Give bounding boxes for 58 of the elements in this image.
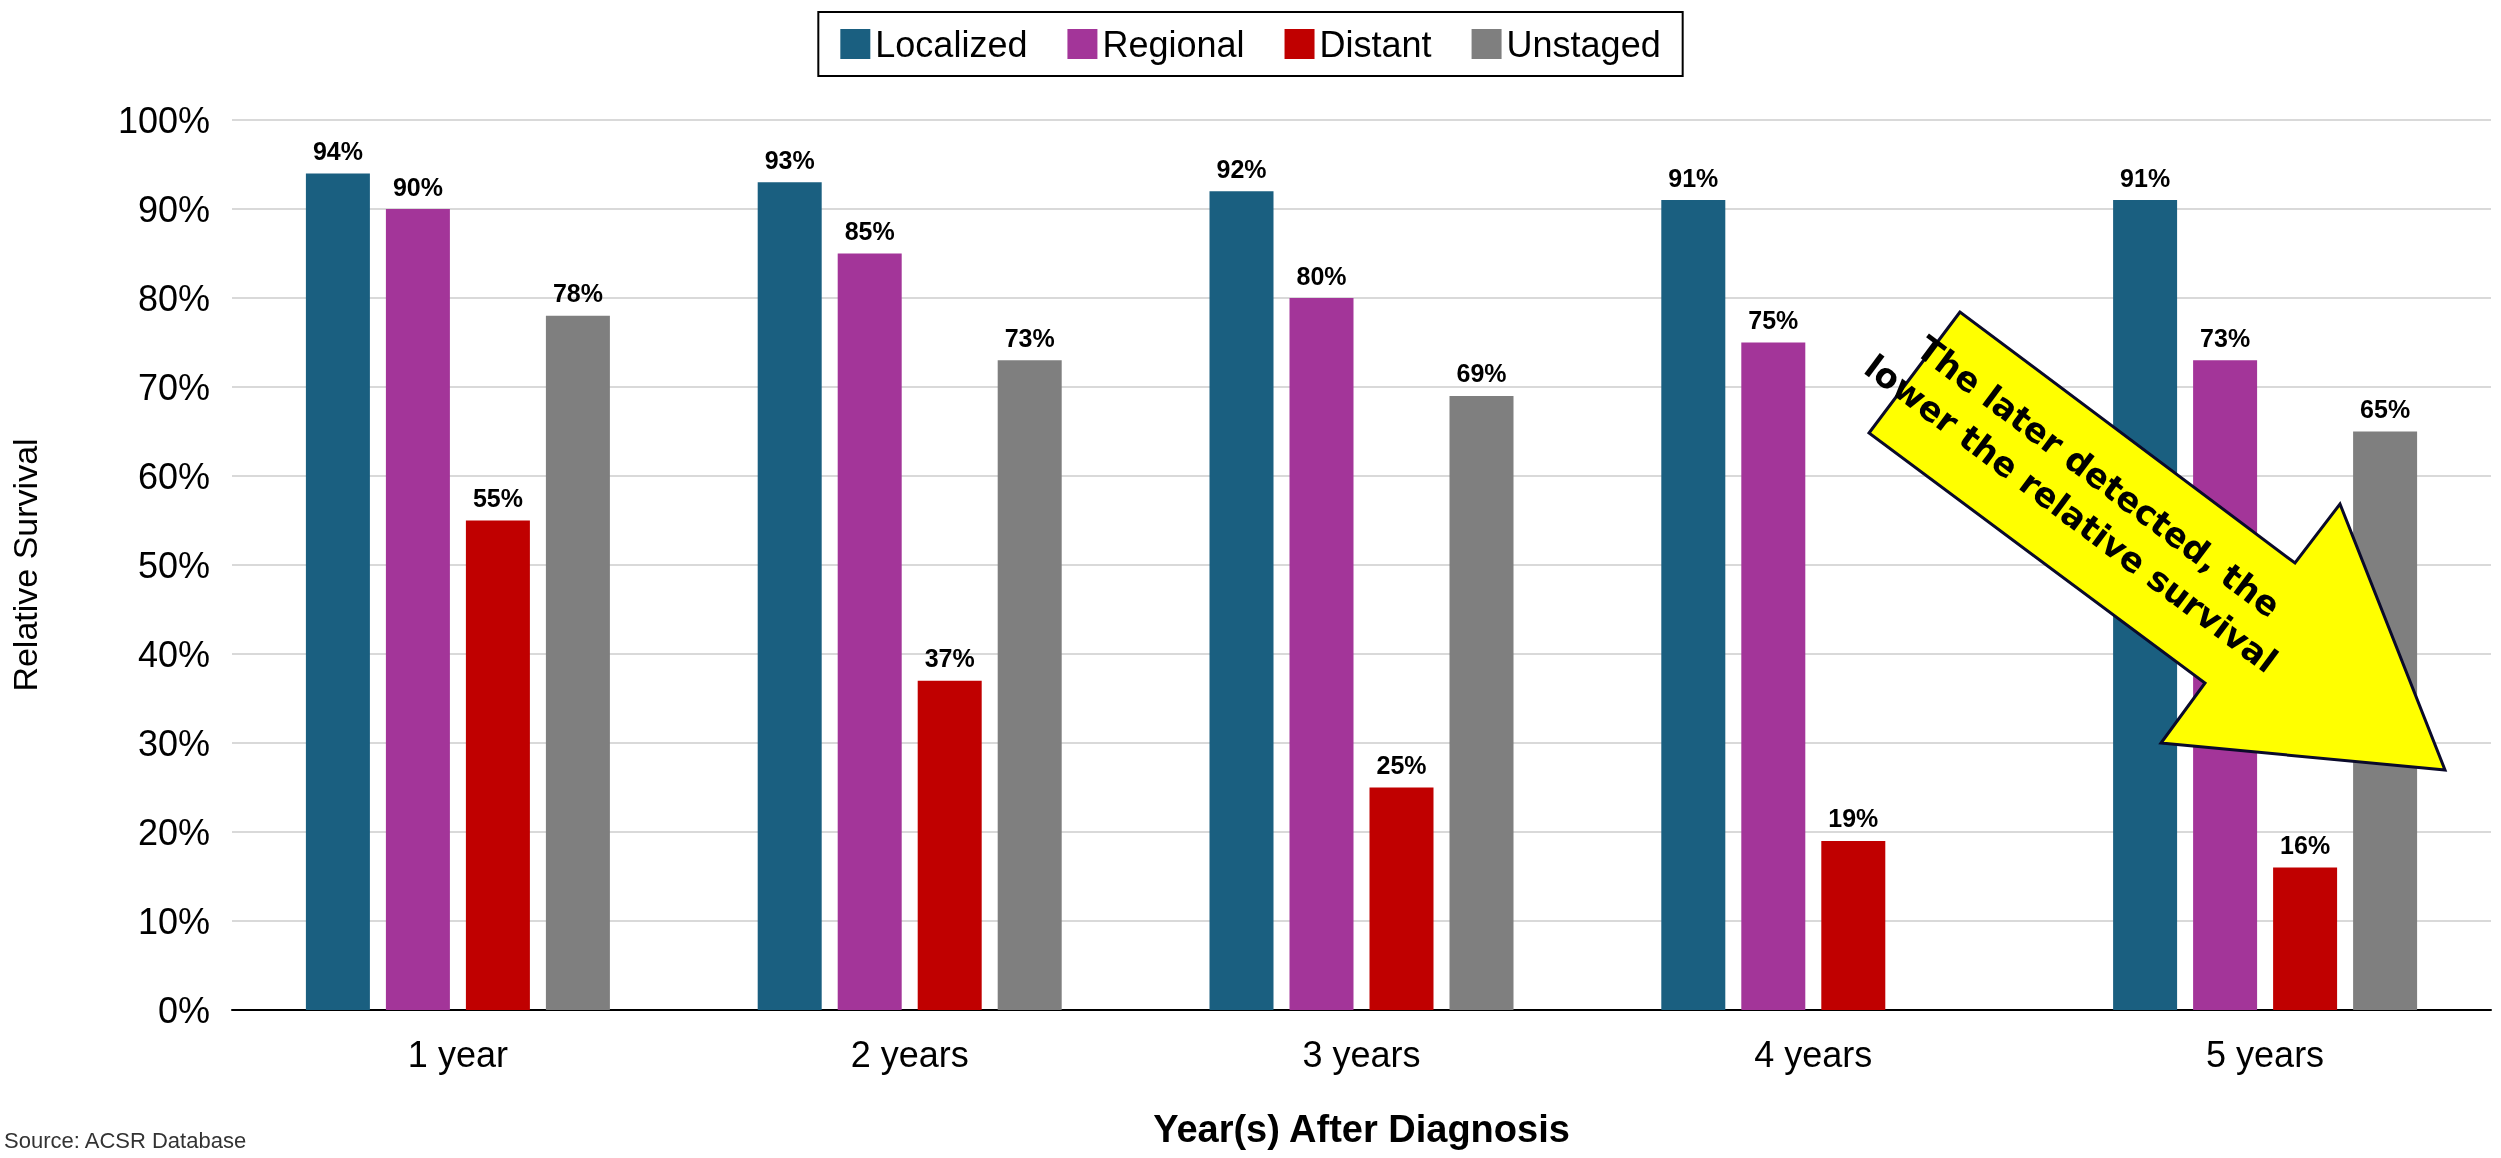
bar xyxy=(1369,787,1434,1010)
data-label: 75% xyxy=(1748,306,1799,334)
data-label: 19% xyxy=(1828,804,1879,833)
legend-label: Regional xyxy=(1102,23,1245,65)
y-tick-label: 40% xyxy=(137,633,210,675)
y-tick-label: 80% xyxy=(137,277,210,319)
data-label: 93% xyxy=(764,145,815,174)
legend-label: Localized xyxy=(875,23,1028,65)
data-label: 90% xyxy=(392,172,443,201)
y-tick-label: 20% xyxy=(137,811,210,853)
data-label: 91% xyxy=(1668,163,1719,192)
data-label: 94% xyxy=(312,136,363,165)
y-tick-label: 90% xyxy=(137,188,210,230)
y-tick-label: 30% xyxy=(137,722,210,764)
data-label: 78% xyxy=(552,279,603,308)
bar xyxy=(1821,840,1886,1010)
legend-label: Distant xyxy=(1319,23,1432,65)
bar xyxy=(1449,395,1514,1010)
y-tick-label: 50% xyxy=(137,544,210,586)
x-tick-label: 5 years xyxy=(2206,1033,2325,1075)
x-tick-label: 3 years xyxy=(1302,1033,1421,1075)
data-label: 37% xyxy=(924,644,975,673)
data-label: 73% xyxy=(1004,323,1055,352)
y-tick-label: 60% xyxy=(137,455,210,497)
x-tick-label: 1 year xyxy=(407,1033,508,1075)
data-label: 65% xyxy=(2360,395,2411,423)
y-tick-label: 10% xyxy=(137,900,210,942)
y-tick-label: 70% xyxy=(137,366,210,408)
bar xyxy=(465,520,530,1010)
source-note: Source: ACSR Database xyxy=(4,1128,247,1154)
data-label: 25% xyxy=(1376,751,1427,779)
data-label: 69% xyxy=(1456,359,1507,388)
legend-label: Unstaged xyxy=(1506,23,1661,65)
data-label: 91% xyxy=(2120,163,2171,192)
bar xyxy=(917,680,982,1010)
data-label: 73% xyxy=(2200,323,2251,352)
bar xyxy=(545,315,610,1010)
bar xyxy=(1289,298,1354,1010)
x-tick-label: 2 years xyxy=(850,1033,969,1075)
data-label: 80% xyxy=(1296,261,1347,290)
y-axis-title: Relative Survival xyxy=(6,438,44,692)
data-label: 92% xyxy=(1216,154,1267,183)
bar xyxy=(1209,191,1274,1010)
data-label: 85% xyxy=(844,217,895,245)
bar xyxy=(757,182,822,1010)
data-label: 16% xyxy=(2280,831,2331,860)
bar xyxy=(385,209,450,1010)
x-axis-title: Year(s) After Diagnosis xyxy=(1153,1108,1570,1150)
x-tick-label: 4 years xyxy=(1754,1033,1873,1075)
bar xyxy=(1661,200,1726,1010)
bar xyxy=(2273,867,2338,1010)
bar xyxy=(305,173,370,1010)
data-label: 55% xyxy=(472,484,523,512)
bar xyxy=(997,360,1062,1010)
y-tick-label: 0% xyxy=(157,989,210,1031)
y-tick-label: 100% xyxy=(117,99,210,141)
bar xyxy=(837,253,902,1010)
bar xyxy=(1741,342,1806,1010)
